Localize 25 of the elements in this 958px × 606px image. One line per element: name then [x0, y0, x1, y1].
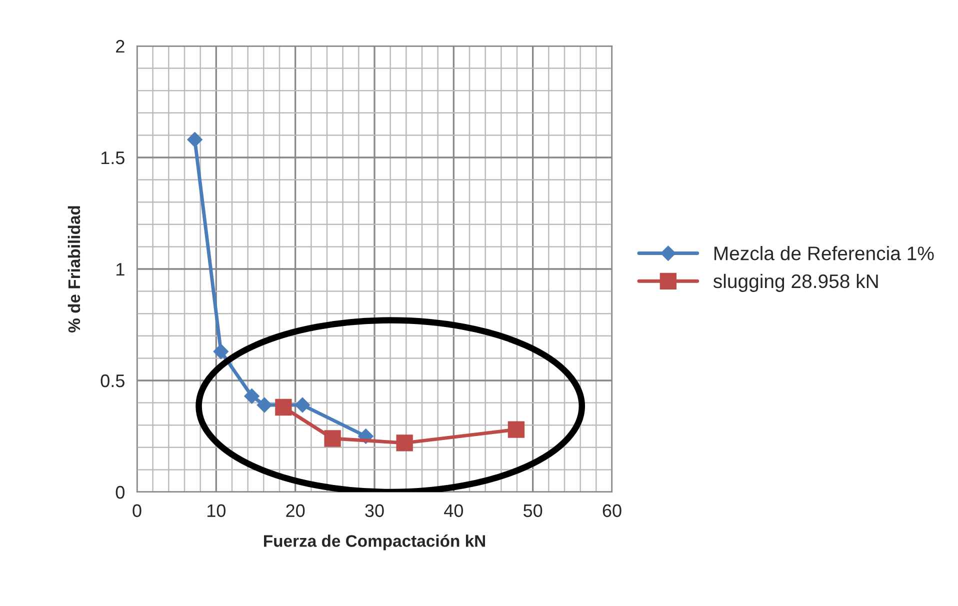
- y-tick-label: 1.5: [101, 152, 124, 164]
- x-axis-title: Fuerza de Compactación kN: [264, 534, 485, 550]
- point: [213, 344, 228, 360]
- legend-label: Mezcla de Referencia 1%: [714, 246, 934, 260]
- point: [256, 397, 272, 413]
- x-tick-label: 60: [602, 504, 622, 518]
- point: [294, 397, 310, 413]
- x-tick-label: 0: [132, 504, 142, 518]
- x-tick-label: 20: [286, 504, 305, 518]
- point: [187, 132, 202, 148]
- y-tick-label: 0: [116, 486, 124, 499]
- y-tick-label: 1: [116, 263, 124, 276]
- y-tick-label: 0.5: [100, 374, 124, 388]
- point: [508, 421, 525, 438]
- x-tick-label: 50: [524, 504, 542, 518]
- y-axis-title: % de Friabilidad: [68, 206, 80, 332]
- x-tick-label: 10: [208, 504, 226, 518]
- point: [396, 434, 413, 452]
- y-tick-label: 2: [116, 40, 124, 53]
- legend-label: slugging 28.958 kN: [713, 274, 878, 292]
- point: [324, 430, 341, 447]
- point: [244, 388, 260, 404]
- x-tick-label: 30: [365, 504, 384, 518]
- point: [275, 398, 292, 416]
- x-tick-label: 40: [444, 504, 464, 518]
